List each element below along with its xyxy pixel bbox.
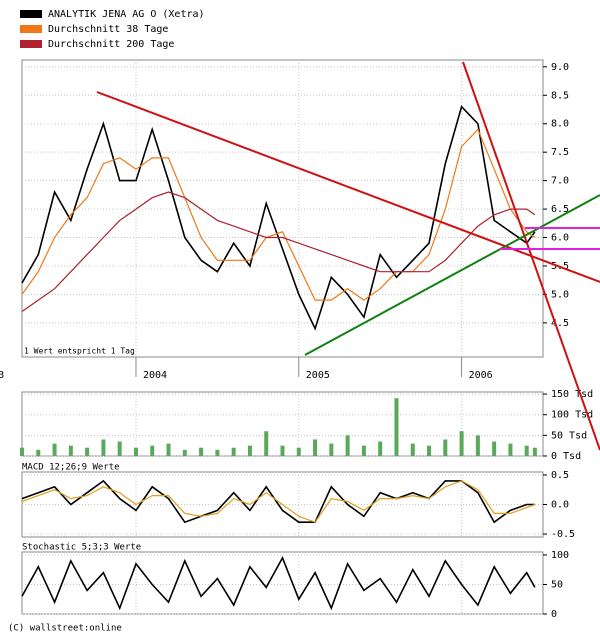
bar bbox=[296, 447, 301, 456]
panel bbox=[21, 59, 544, 358]
legend-label: ANALYTIK JENA AG O (Xetra) bbox=[48, 9, 205, 20]
bar bbox=[329, 443, 334, 456]
bar bbox=[215, 449, 220, 456]
series-line bbox=[21, 105, 536, 331]
bar bbox=[20, 447, 24, 456]
y-tick-label: -0.5 bbox=[551, 529, 575, 540]
trendlines bbox=[96, 61, 600, 451]
y-tick-label: 150 Tsd bbox=[551, 389, 593, 400]
bar bbox=[182, 449, 187, 456]
y-tick-label: 7.5 bbox=[551, 147, 569, 158]
panel-title: Stochastic 5;3;3 Werte bbox=[22, 543, 141, 553]
y-tick-label: 5.0 bbox=[551, 289, 569, 300]
footer: (C) wallstreet:online bbox=[8, 624, 122, 634]
bar bbox=[133, 447, 138, 456]
bar bbox=[85, 447, 90, 456]
y-tick-label: 50 Tsd bbox=[551, 430, 587, 441]
bar bbox=[166, 443, 171, 456]
legend: ANALYTIK JENA AG O (Xetra) Durchschnitt 3… bbox=[20, 9, 205, 50]
legend-swatch bbox=[20, 25, 42, 33]
bar bbox=[345, 435, 350, 456]
trendline bbox=[96, 91, 600, 283]
bar bbox=[199, 447, 204, 456]
y-tick-label: 0.0 bbox=[551, 500, 569, 511]
series-line bbox=[21, 128, 536, 301]
y-tick-label: 4.5 bbox=[551, 318, 569, 329]
bar bbox=[394, 398, 399, 456]
y-tick-label: 6.0 bbox=[551, 233, 569, 244]
bar bbox=[52, 443, 57, 456]
bar bbox=[427, 445, 432, 456]
plot: 4.55.05.56.06.57.07.58.08.59.02003200420… bbox=[0, 59, 593, 620]
panel bbox=[21, 551, 544, 615]
bar bbox=[492, 441, 497, 456]
bar bbox=[524, 445, 529, 456]
y-tick-label: 7.0 bbox=[551, 176, 569, 187]
bar bbox=[264, 431, 269, 456]
bar bbox=[508, 443, 513, 456]
x-tick-label: 2004 bbox=[143, 370, 167, 381]
bar bbox=[68, 445, 73, 456]
annotation: 1 Wert entspricht 1 Tag bbox=[24, 347, 135, 356]
legend-label: Durchschnitt 38 Tage bbox=[48, 24, 168, 35]
y-tick-label: 8.0 bbox=[551, 119, 569, 130]
bar bbox=[532, 447, 537, 456]
y-tick-label: 0 bbox=[551, 609, 557, 620]
bar bbox=[378, 441, 383, 456]
panel bbox=[21, 391, 544, 457]
y-tick-label: 6.5 bbox=[551, 204, 569, 215]
bar bbox=[280, 445, 285, 456]
x-tick-label: 2006 bbox=[469, 370, 493, 381]
y-tick-label: 9.0 bbox=[551, 62, 569, 73]
series-line bbox=[21, 480, 536, 523]
bar bbox=[247, 445, 252, 456]
y-tick-label: 8.5 bbox=[551, 90, 569, 101]
bar bbox=[313, 439, 318, 456]
legend-swatch bbox=[20, 40, 42, 48]
x-tick-label: 2005 bbox=[306, 370, 330, 381]
legend-label: Durchschnitt 200 Tage bbox=[48, 39, 174, 50]
y-tick-label: 0 Tsd bbox=[551, 451, 581, 462]
series-line bbox=[21, 479, 535, 524]
trendline bbox=[304, 194, 600, 356]
bar bbox=[361, 445, 366, 456]
bar bbox=[101, 439, 106, 456]
bar bbox=[150, 445, 155, 456]
panel-title: MACD 12;26;9 Werte bbox=[22, 463, 120, 473]
bar bbox=[117, 441, 122, 456]
bar bbox=[475, 435, 480, 456]
y-tick-label: 100 Tsd bbox=[551, 410, 593, 421]
y-tick-label: 0.5 bbox=[551, 470, 569, 481]
y-tick-label: 100 bbox=[551, 550, 569, 561]
bar bbox=[36, 449, 41, 456]
bar bbox=[459, 431, 464, 456]
trendline bbox=[462, 61, 600, 451]
bar bbox=[410, 443, 415, 456]
series-line bbox=[21, 191, 536, 312]
legend-swatch bbox=[20, 10, 42, 18]
bar bbox=[443, 439, 448, 456]
x-tick-label: 2003 bbox=[0, 370, 4, 381]
bar bbox=[231, 447, 236, 456]
y-tick-label: 50 bbox=[551, 579, 563, 590]
series-line bbox=[21, 556, 536, 611]
